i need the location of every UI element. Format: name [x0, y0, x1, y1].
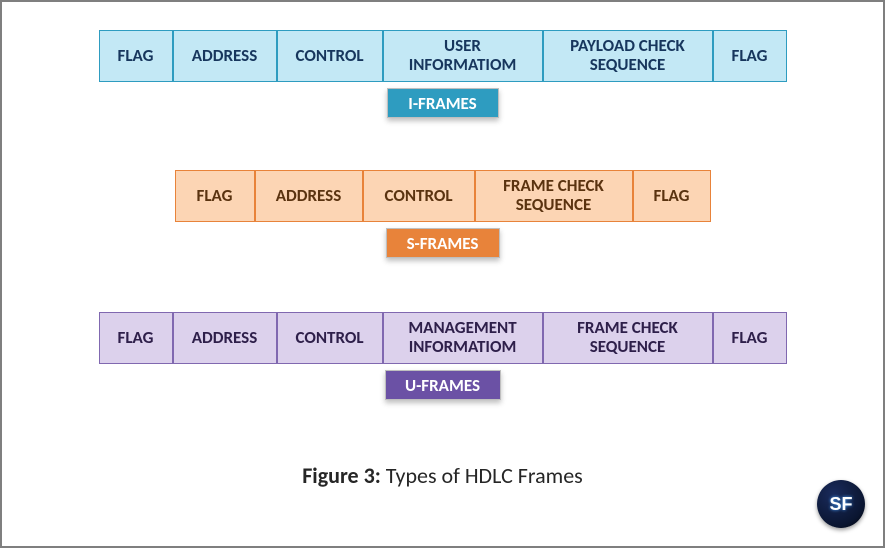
- frame-cells-2: FLAGADDRESSCONTROLMANAGEMENT INFORMATIOM…: [99, 312, 787, 364]
- frame-type-badge: S-FRAMES: [386, 228, 500, 258]
- frame-cell: FLAG: [633, 170, 711, 222]
- frame-cell: CONTROL: [277, 312, 383, 364]
- frame-cell: FLAG: [175, 170, 255, 222]
- caption-text: Types of HDLC Frames: [381, 462, 583, 489]
- frame-cell: FLAG: [99, 30, 173, 82]
- frame-cell: FRAME CHECK SEQUENCE: [475, 170, 633, 222]
- frame-cell: MANAGEMENT INFORMATIOM: [383, 312, 543, 364]
- frame-cell: CONTROL: [363, 170, 475, 222]
- frame-row-0: FLAGADDRESSCONTROLUSER INFORMATIOMPAYLOA…: [2, 30, 883, 118]
- frame-cell: PAYLOAD CHECK SEQUENCE: [543, 30, 713, 82]
- frame-cell: CONTROL: [277, 30, 383, 82]
- frame-cell: ADDRESS: [255, 170, 363, 222]
- frame-cell: FLAG: [713, 30, 787, 82]
- frame-type-badge: U-FRAMES: [385, 370, 501, 400]
- sf-logo: SF: [817, 480, 865, 528]
- frame-cell: FRAME CHECK SEQUENCE: [543, 312, 713, 364]
- caption-bold: Figure 3:: [302, 462, 381, 489]
- frame-type-badge: I-FRAMES: [387, 88, 499, 118]
- diagram-frame: FLAGADDRESSCONTROLUSER INFORMATIOMPAYLOA…: [0, 0, 885, 548]
- frame-cells-1: FLAGADDRESSCONTROLFRAME CHECK SEQUENCEFL…: [175, 170, 711, 222]
- frame-row-1: FLAGADDRESSCONTROLFRAME CHECK SEQUENCEFL…: [2, 170, 883, 258]
- sf-logo-text: SF: [829, 494, 852, 515]
- frame-cell: FLAG: [713, 312, 787, 364]
- frame-cell: ADDRESS: [173, 30, 277, 82]
- frame-row-2: FLAGADDRESSCONTROLMANAGEMENT INFORMATIOM…: [2, 312, 883, 400]
- frame-cells-0: FLAGADDRESSCONTROLUSER INFORMATIOMPAYLOA…: [99, 30, 787, 82]
- frame-cell: ADDRESS: [173, 312, 277, 364]
- frame-cell: USER INFORMATIOM: [383, 30, 543, 82]
- figure-caption: Figure 3: Types of HDLC Frames: [2, 462, 883, 489]
- frame-cell: FLAG: [99, 312, 173, 364]
